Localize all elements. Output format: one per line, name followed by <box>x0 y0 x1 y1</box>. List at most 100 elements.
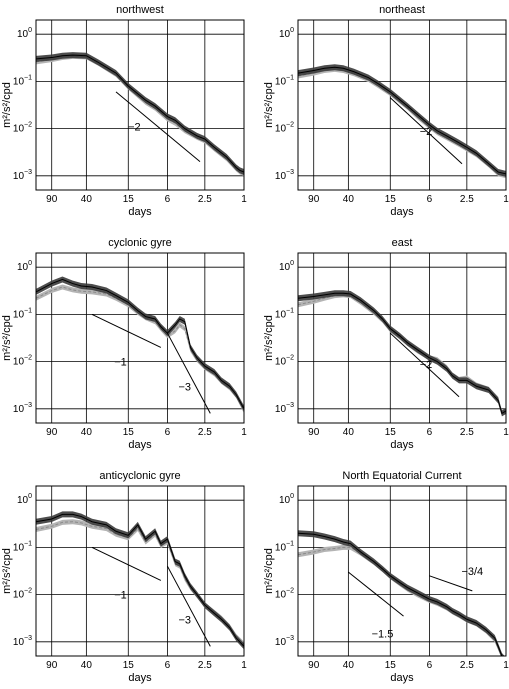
confidence-band-dark <box>36 276 244 412</box>
y-tick-label: 10−1 <box>275 307 294 320</box>
series-line-secondary <box>298 68 506 177</box>
y-tick-label: 10−2 <box>13 122 32 135</box>
x-tick-label: 15 <box>385 427 397 438</box>
chart-panel: 90 40 15 6 2.5 1 100 10−1 10−2 10−3 −1 −3 anticyclon… <box>1 470 247 684</box>
y-tick-label: 100 <box>17 493 32 506</box>
series-line-primary <box>36 54 244 173</box>
y-tick-label: 10−3 <box>13 635 32 648</box>
chart-panel: 90 40 15 6 2.5 1 100 10−1 10−2 10−3 −2 northwest day… <box>1 4 247 218</box>
y-tick-label: 100 <box>279 493 294 506</box>
slope-label: −2 <box>420 126 433 138</box>
slope-label: −2 <box>420 359 433 371</box>
slope-reference-line <box>115 91 201 162</box>
x-axis-label: days <box>128 439 152 451</box>
y-tick-label: 100 <box>279 260 294 273</box>
plot-frame <box>35 485 245 657</box>
series-group <box>36 52 244 177</box>
x-tick-label: 15 <box>385 660 397 671</box>
y-tick-label: 100 <box>17 260 32 273</box>
series-group <box>36 276 244 414</box>
y-tick-label: 100 <box>17 27 32 40</box>
x-tick-label: 90 <box>308 427 320 438</box>
chart-panel: 90 40 15 6 2.5 1 100 10−1 10−2 10−3 −3/4 −1.5 North … <box>263 470 509 684</box>
y-axis-label: m²/s²/cpd <box>1 548 13 594</box>
x-tick-label: 40 <box>343 660 355 671</box>
plot-frame <box>297 485 507 657</box>
confidence-band-light <box>298 66 506 179</box>
slope-label: −1 <box>114 357 127 369</box>
x-tick-label: 15 <box>123 660 135 671</box>
x-tick-label: 90 <box>46 427 58 438</box>
series-group <box>298 530 505 656</box>
x-tick-label: 15 <box>385 194 397 205</box>
confidence-band-light <box>36 53 244 177</box>
x-tick-label: 40 <box>81 660 93 671</box>
x-tick-label: 6 <box>165 427 171 438</box>
slope-reference-line <box>91 313 162 348</box>
y-axis-label: m²/s²/cpd <box>263 548 275 594</box>
slope-label: −1 <box>114 590 127 602</box>
y-tick-label: 10−3 <box>275 635 294 648</box>
x-tick-label: 90 <box>46 660 58 671</box>
chart-title: northwest <box>116 4 164 16</box>
y-axis-label: m²/s²/cpd <box>263 82 275 128</box>
x-tick-label: 15 <box>123 194 135 205</box>
plot-frame <box>35 252 245 424</box>
y-axis-label: m²/s²/cpd <box>1 315 13 361</box>
slope-label: −3 <box>178 614 191 626</box>
series-line-secondary <box>298 546 503 656</box>
y-tick-label: 10−1 <box>13 74 32 87</box>
x-tick-label: 2.5 <box>460 427 474 438</box>
x-axis-label: days <box>390 206 414 218</box>
y-tick-label: 10−1 <box>275 74 294 87</box>
slope-label: −2 <box>128 122 141 134</box>
chart-title: anticyclonic gyre <box>99 470 180 482</box>
series-line-primary <box>298 532 503 656</box>
x-tick-label: 15 <box>123 427 135 438</box>
x-axis-label: days <box>390 672 414 684</box>
x-axis-label: days <box>128 672 152 684</box>
chart-title: east <box>392 237 413 249</box>
y-tick-label: 10−3 <box>275 169 294 182</box>
y-tick-label: 100 <box>279 27 294 40</box>
y-tick-label: 10−2 <box>275 588 294 601</box>
chart-panel: 90 40 15 6 2.5 1 100 10−1 10−2 10−3 −1 −3 cyclonic g… <box>1 237 247 451</box>
series-line-secondary <box>36 286 244 412</box>
x-tick-label: 1 <box>241 660 247 671</box>
series-group <box>298 290 506 417</box>
slope-label: −1.5 <box>372 628 394 640</box>
x-tick-label: 1 <box>241 427 247 438</box>
series-line-secondary <box>36 521 244 645</box>
y-tick-label: 10−1 <box>13 540 32 553</box>
slope-label: −3/4 <box>461 566 483 578</box>
confidence-band-dark <box>36 52 244 176</box>
x-tick-label: 6 <box>165 660 171 671</box>
series-group <box>298 64 506 179</box>
y-axis-label: m²/s²/cpd <box>263 315 275 361</box>
y-tick-label: 10−2 <box>13 588 32 601</box>
slope-label: −3 <box>178 381 191 393</box>
x-axis-label: days <box>128 206 152 218</box>
plot-frame <box>297 19 507 191</box>
series-group <box>36 511 244 650</box>
x-axis-label: days <box>390 439 414 451</box>
chart-panel: 90 40 15 6 2.5 1 100 10−1 10−2 10−3 −2 east days m²/s… <box>263 237 509 451</box>
slope-reference-line <box>348 571 404 617</box>
x-tick-label: 90 <box>308 194 320 205</box>
confidence-band-light <box>298 544 505 656</box>
series-line-primary <box>36 278 244 410</box>
x-tick-label: 6 <box>427 427 433 438</box>
y-tick-label: 10−2 <box>275 122 294 135</box>
slope-reference-line <box>389 97 463 165</box>
x-tick-label: 1 <box>503 427 509 438</box>
x-tick-label: 2.5 <box>460 194 474 205</box>
chart-title: North Equatorial Current <box>342 470 461 482</box>
slope-reference-line <box>429 575 473 592</box>
y-tick-label: 10−1 <box>13 307 32 320</box>
x-tick-label: 1 <box>503 660 509 671</box>
series-line-primary <box>298 292 506 415</box>
chart-title: northeast <box>379 4 425 16</box>
x-tick-label: 40 <box>81 427 93 438</box>
series-line-secondary <box>298 294 506 415</box>
